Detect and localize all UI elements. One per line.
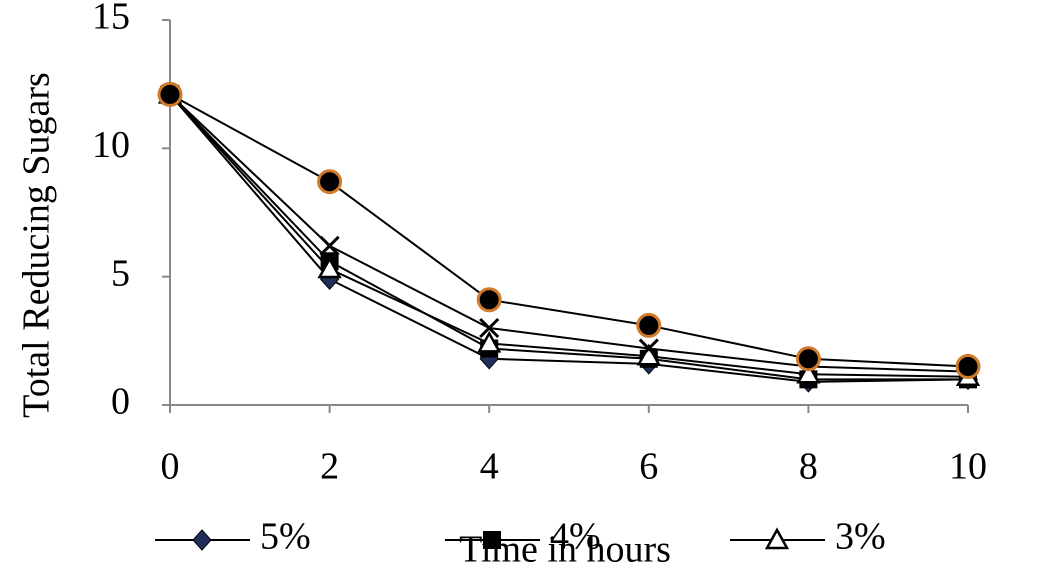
point	[317, 256, 342, 279]
point	[638, 338, 659, 359]
series-line	[169, 93, 969, 373]
legend-label: 5%	[260, 516, 311, 558]
point	[317, 169, 343, 195]
legend-marker	[483, 531, 501, 549]
point	[955, 354, 981, 379]
point	[795, 346, 821, 372]
x-tick-label: 10	[949, 446, 987, 488]
series-line	[169, 93, 968, 381]
point	[477, 330, 502, 353]
series-line	[169, 93, 969, 378]
point	[476, 287, 502, 313]
x-tick-label: 0	[161, 446, 180, 488]
y-axis-title: Total Reducing Sugars	[16, 72, 58, 418]
x-tick-label: 2	[320, 446, 339, 488]
series-line	[169, 93, 969, 368]
point	[636, 312, 662, 338]
legend-marker	[192, 529, 212, 551]
point	[319, 235, 340, 256]
series-line	[169, 93, 969, 383]
y-tick-label: 15	[92, 0, 130, 38]
x-tick-label: 8	[799, 446, 818, 488]
y-tick-label: 5	[111, 252, 130, 294]
point	[157, 81, 183, 107]
legend-label: 4%	[550, 516, 601, 558]
y-tick-label: 0	[111, 381, 130, 423]
x-tick-label: 6	[639, 446, 658, 488]
x-tick-label: 4	[480, 446, 499, 488]
y-tick-label: 10	[92, 124, 130, 166]
legend-label: 3%	[835, 516, 886, 558]
legend-marker	[764, 527, 790, 550]
point	[479, 317, 500, 339]
